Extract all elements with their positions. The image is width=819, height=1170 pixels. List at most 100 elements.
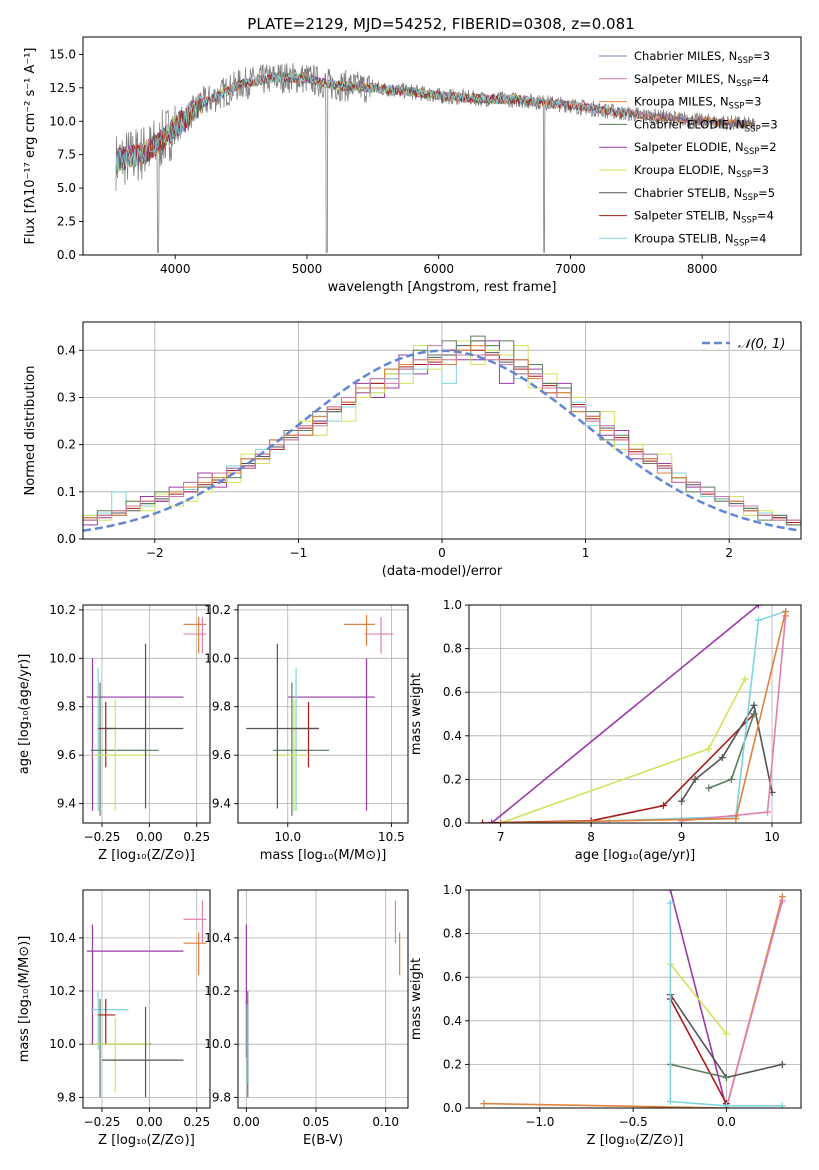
legend-count: =3 [752, 163, 769, 177]
y-tick-label: 12.5 [49, 81, 76, 95]
weight-line [669, 963, 728, 1035]
y-tick-label: 1.0 [443, 883, 462, 897]
weight-vs-metallicity-plot: −1.0 −0.5 0.0 0.0 0.2 0.4 0.6 0.8 1.0 Z [log₁₀(Z/… [409, 883, 802, 1148]
x-tick-label: 9 [678, 830, 686, 844]
y-tick-label: 9.8 [57, 1090, 76, 1104]
legend-entry: Chabrier ELODIE, NSSP=3 [634, 117, 778, 134]
y-tick-label: 0.6 [443, 970, 462, 984]
model-spectrum-kroupa_stelib [115, 72, 630, 174]
y-tick-label: 10.2 [49, 603, 76, 617]
plot-frame [82, 604, 211, 824]
y-tick-label: 10.4 [49, 931, 76, 945]
legend-count: =3 [753, 49, 770, 63]
legend-entry: Salpeter STELIB, NSSP=4 [634, 209, 774, 226]
weight-line [669, 903, 783, 1107]
y-tick-label: 0.4 [443, 1014, 462, 1028]
legend-entry: Kroupa MILES, NSSP=3 [634, 95, 761, 112]
y-tick-label: 0.2 [57, 438, 76, 452]
spectrum-plot: 4000 5000 6000 7000 8000 0.0 2.5 5.0 7.5 10.0 12.5… [23, 36, 802, 295]
legend-count: =4 [757, 209, 774, 223]
y-tick-label: 10.0 [204, 1037, 231, 1051]
histogram-step [83, 345, 801, 539]
y-tick-label: 9.6 [212, 748, 231, 762]
x-tick-label: 0.10 [372, 1115, 399, 1129]
y-tick-label: 9.8 [212, 700, 231, 714]
x-axis-label: Z [log₁₀(Z/Z⊙)] [98, 1133, 195, 1148]
weight-line [669, 998, 728, 1104]
plot-frame [468, 604, 802, 824]
legend-subscript: SSP [737, 56, 753, 66]
residual-histogram: −2 −1 0 1 2 0.0 0.1 0.2 0.3 0.4 (data-model)/error… [23, 321, 802, 579]
legend-subscript: SSP [741, 216, 757, 226]
x-tick-label: 0.05 [303, 1115, 330, 1129]
x-tick-label: 8000 [687, 262, 718, 276]
weight-line [681, 615, 787, 822]
x-tick-label: 5000 [292, 262, 323, 276]
x-tick-label: −2 [146, 546, 164, 560]
y-tick-label: 0.2 [443, 772, 462, 786]
legend-entry: Salpeter ELODIE, NSSP=2 [634, 140, 777, 157]
legend-count: =4 [752, 72, 769, 86]
y-tick-label: 0.4 [57, 343, 76, 357]
legend-entry: Kroupa ELODIE, NSSP=3 [634, 163, 769, 180]
spectrum-lines [115, 63, 755, 253]
weight-line [482, 713, 755, 823]
x-tick-label: 7000 [555, 262, 586, 276]
errorbar-points [245, 900, 401, 1098]
y-tick-label: 9.4 [57, 797, 76, 811]
x-axis-label: Z [log₁₀(Z/Z⊙)] [98, 848, 195, 863]
y-tick-label: 9.6 [57, 748, 76, 762]
legend-entry: Chabrier MILES, NSSP=3 [634, 49, 770, 66]
x-tick-label: 6000 [423, 262, 454, 276]
legend-subscript: SSP [729, 102, 745, 112]
age-vs-mass-plot: 10.0 10.5 9.4 9.6 9.8 10.0 10.2 mass [log₁₀(M/M… [204, 603, 409, 863]
x-tick-label: 1 [582, 546, 590, 560]
legend-count: =3 [761, 117, 778, 131]
x-axis-label: age [log₁₀(age/yr)] [575, 848, 696, 863]
x-tick-label: 0 [438, 546, 446, 560]
x-tick-label: −0.25 [84, 830, 121, 844]
x-tick-label: 0.00 [136, 830, 163, 844]
plot-frame [468, 889, 802, 1109]
y-tick-label: 0.4 [443, 729, 462, 743]
y-tick-label: 9.8 [57, 700, 76, 714]
x-tick-label: 8 [587, 830, 595, 844]
y-tick-label: 10.2 [49, 984, 76, 998]
weight-line [725, 900, 784, 1108]
histogram-step [83, 345, 801, 539]
legend-entry: Salpeter MILES, NSSP=4 [634, 72, 769, 89]
x-axis-label: (data-model)/error [382, 564, 503, 579]
x-tick-label: 0.25 [183, 830, 210, 844]
legend-subscript: SSP [744, 147, 760, 157]
y-tick-label: 10.0 [49, 114, 76, 128]
weight-vs-age-plot: 7 8 9 10 0.0 0.2 0.4 0.6 0.8 1.0 age [log₁₀(age/yr… [409, 598, 802, 863]
x-tick-label: 0.00 [136, 1115, 163, 1129]
weight-line [491, 605, 760, 823]
normal-curve [83, 349, 801, 532]
y-axis-label: mass weight [409, 958, 424, 1040]
x-tick-label: 2 [725, 546, 733, 560]
weight-line [670, 1063, 727, 1079]
legend-subscript: SSP [736, 79, 752, 89]
y-tick-label: 0.8 [443, 927, 462, 941]
x-tick-label: 0.00 [233, 1115, 260, 1129]
legend-subscript: SSP [734, 238, 750, 248]
y-tick-label: 0.2 [443, 1057, 462, 1071]
y-axis-label: mass weight [409, 673, 424, 755]
errorbar-points [86, 617, 207, 816]
y-axis-label: Normed distribution [23, 366, 38, 496]
plot-frame [237, 604, 409, 824]
legend-subscript: SSP [742, 193, 758, 203]
weight-series [480, 890, 786, 1108]
model-spectrum-chabrier_stelib [115, 71, 755, 174]
x-tick-label: 0.0 [717, 1115, 736, 1129]
x-axis-label: Z [log₁₀(Z/Z⊙)] [587, 1133, 684, 1148]
y-axis-label: mass [log₁₀(M/M⊙)] [17, 936, 32, 1063]
plot-frame [82, 36, 802, 256]
legend-entry: Kroupa STELIB, NSSP=4 [634, 231, 766, 248]
y-tick-label: 0.0 [57, 532, 76, 546]
y-tick-label: 5.0 [57, 181, 76, 195]
weight-line [500, 611, 787, 823]
legend-count: =3 [744, 95, 761, 109]
